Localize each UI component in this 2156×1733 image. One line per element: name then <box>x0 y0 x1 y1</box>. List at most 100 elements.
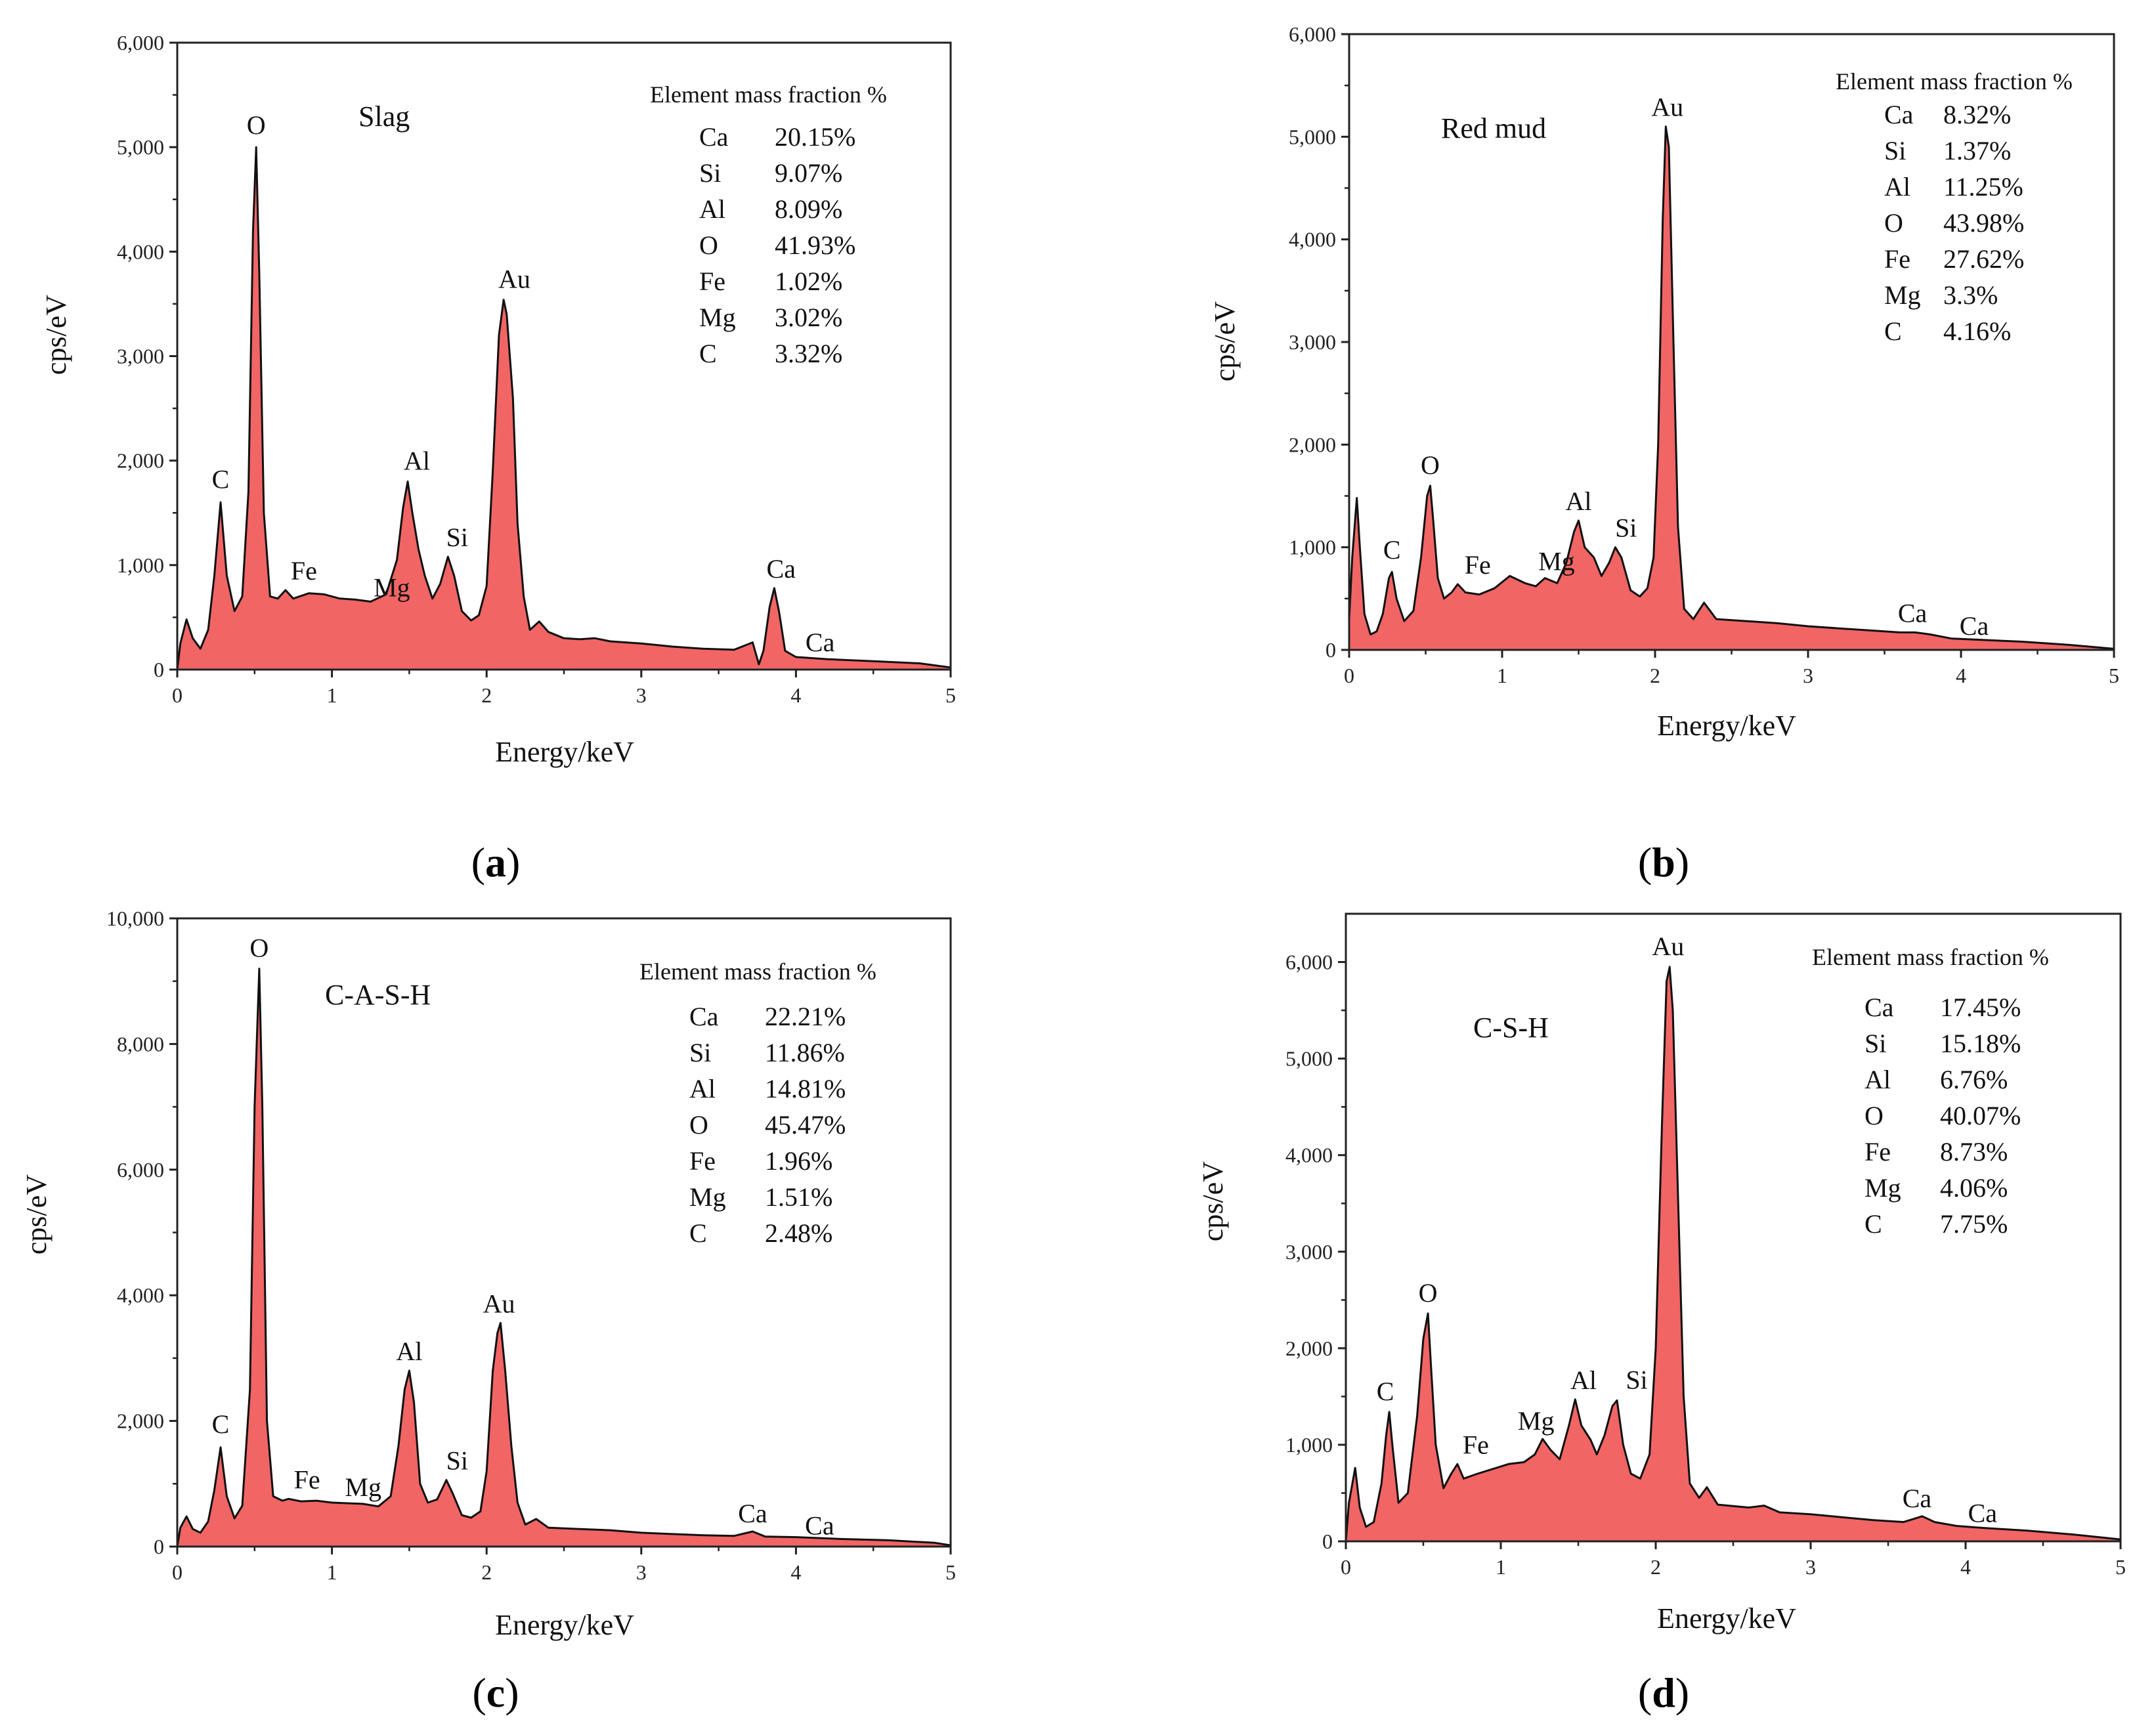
y-tick-label: 0 <box>1322 1530 1333 1553</box>
y-tick-label: 4,000 <box>1289 228 1336 251</box>
peak-label: O <box>247 110 266 140</box>
y-tick-label: 5,000 <box>1289 125 1336 148</box>
peak-label: C <box>1377 1377 1394 1406</box>
x-tick-label: 1 <box>327 1560 337 1584</box>
spectrum-line <box>176 146 951 670</box>
y-tick-label: 8,000 <box>117 1032 164 1056</box>
spectrum-area <box>177 147 951 670</box>
x-tick-label: 3 <box>1805 1555 1816 1579</box>
fraction-element: O <box>689 1110 708 1140</box>
y-axis-title: cps/eV <box>40 295 72 375</box>
x-tick-label: 2 <box>481 683 492 707</box>
panel-d: cps/eV Energy/keV C-S-H Element mass fra… <box>1197 912 2126 1716</box>
y-tick-label: 1,000 <box>1289 536 1336 559</box>
fraction-value: 15.18% <box>1940 1029 2021 1058</box>
spectrum-line <box>1348 125 2115 650</box>
fraction-value: 4.06% <box>1940 1173 2008 1203</box>
y-axis-title: cps/eV <box>1197 1161 1229 1241</box>
fraction-value: 3.32% <box>775 339 842 368</box>
fraction-value: 20.15% <box>775 122 855 152</box>
fraction-value: 8.32% <box>1943 100 2011 129</box>
panel-c: cps/eV Energy/keV C-A-S-H Element mass f… <box>20 907 956 1716</box>
fraction-element: Mg <box>689 1182 726 1212</box>
fraction-element: Ca <box>689 1002 719 1031</box>
fraction-value: 1.96% <box>765 1146 832 1176</box>
x-tick-label: 0 <box>172 1560 183 1584</box>
fraction-element: Ca <box>1865 993 1894 1022</box>
panel-b: cps/eV Energy/keV Red mud Element mass f… <box>1209 22 2119 886</box>
caption-letter: c <box>486 1669 505 1716</box>
peak-label: Au <box>483 1289 515 1318</box>
x-tick-label: 3 <box>636 1560 647 1584</box>
y-tick-label: 3,000 <box>1285 1240 1333 1264</box>
spectrum-line <box>1345 966 2121 1542</box>
peak-label: Al <box>404 446 430 476</box>
x-tick-label: 0 <box>1341 1555 1351 1579</box>
caption: (b) <box>1638 839 1689 886</box>
fraction-value: 1.51% <box>765 1182 832 1212</box>
x-tick-label: 5 <box>945 683 956 707</box>
caption-letter: a <box>485 839 506 886</box>
y-tick-label: 5,000 <box>1285 1047 1333 1071</box>
caption-letter: b <box>1652 839 1675 886</box>
fraction-element: Fe <box>1865 1137 1891 1166</box>
peak-label: Mg <box>374 573 410 603</box>
x-tick-label: 1 <box>1497 664 1507 687</box>
peak-label: Au <box>498 265 530 294</box>
fraction-value: 1.37% <box>1943 136 2011 165</box>
fraction-element: C <box>699 339 717 368</box>
peak-label: O <box>1421 450 1440 480</box>
y-tick-label: 0 <box>154 1535 164 1558</box>
fraction-element: Mg <box>699 303 736 332</box>
peak-label: Ca <box>805 1511 834 1541</box>
y-tick-label: 2,000 <box>1285 1337 1333 1360</box>
y-tick-label: 5,000 <box>117 135 164 159</box>
fraction-element: Al <box>699 194 725 224</box>
y-tick-label: 6,000 <box>117 1158 164 1182</box>
y-axis-title: cps/eV <box>1209 301 1241 381</box>
fraction-value: 7.75% <box>1940 1209 2008 1239</box>
fraction-element: Si <box>1884 136 1906 165</box>
x-tick-label: 5 <box>2109 664 2119 687</box>
x-tick-label: 5 <box>2115 1555 2126 1579</box>
peak-label: Ca <box>767 554 796 584</box>
x-tick-label: 3 <box>1803 664 1813 687</box>
peak-label: Ca <box>806 628 835 657</box>
y-tick-label: 6,000 <box>117 31 164 54</box>
fraction-value: 3.02% <box>775 303 842 332</box>
fraction-value: 3.3% <box>1943 280 1998 310</box>
plot-area: 0 2,000 4,000 6,000 8,000 10,000 0 1 2 3 4 5 C O Fe Mg A… <box>106 907 956 1584</box>
y-tick-label: 6,000 <box>1285 951 1333 974</box>
fraction-legend: Ca 22.21% Si 11.86% Al 14.81% O 45.47% Fe 1.96% Mg… <box>689 1002 846 1248</box>
y-tick-label: 4,000 <box>117 240 164 263</box>
peak-label: Fe <box>294 1465 320 1494</box>
x-tick-label: 2 <box>481 1560 492 1584</box>
peak-label: C <box>1383 535 1401 565</box>
x-axis-title: Energy/keV <box>495 1609 634 1641</box>
legend-title: Element mass fraction % <box>650 81 887 108</box>
y-tick-label: 2,000 <box>117 449 164 473</box>
spectrum-line <box>176 968 951 1547</box>
fraction-value: 9.07% <box>775 158 842 188</box>
peak-label: Au <box>1651 93 1683 122</box>
fraction-legend: Ca 8.32% Si 1.37% Al 11.25% O 43.98% Fe 27.62% Mg 3… <box>1884 100 2024 346</box>
fraction-value: 17.45% <box>1940 993 2021 1022</box>
fraction-element: Fe <box>699 267 725 296</box>
x-axis-title: Energy/keV <box>1657 1602 1796 1635</box>
x-tick-label: 4 <box>790 683 801 707</box>
peak-label: Si <box>1615 513 1637 543</box>
fraction-value: 27.62% <box>1943 244 2024 274</box>
y-tick-label: 2,000 <box>117 1409 164 1433</box>
peak-label: Mg <box>1518 1406 1555 1436</box>
peak-label: Ca <box>1960 611 1989 641</box>
peak-label: C <box>212 1409 230 1439</box>
peak-label: Ca <box>1903 1484 1932 1513</box>
fraction-element: Mg <box>1865 1173 1901 1203</box>
fraction-value: 6.76% <box>1940 1065 2008 1094</box>
fraction-value: 4.16% <box>1943 316 2011 346</box>
panel-a: cps/eV Energy/keV Slag Element mass frac… <box>40 31 956 886</box>
y-tick-label: 4,000 <box>117 1283 164 1307</box>
